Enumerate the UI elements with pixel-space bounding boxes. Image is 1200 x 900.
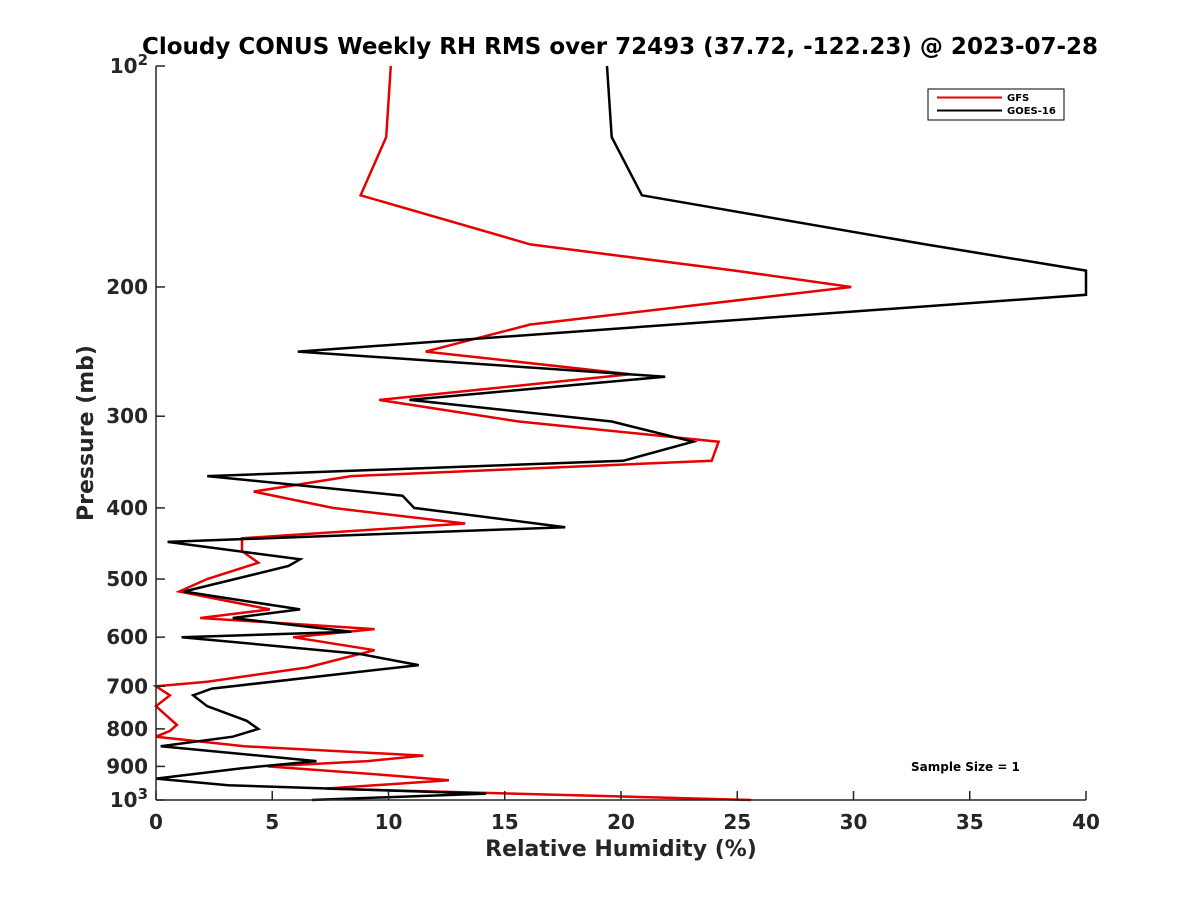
x-tick-label: 10	[375, 810, 403, 834]
series-line-gfs	[152, 65, 852, 802]
y-tick-label: 300	[106, 404, 148, 428]
series-line-goes16	[155, 65, 1088, 802]
x-tick-label: 5	[265, 810, 279, 834]
y-tick-label: 102	[110, 51, 148, 78]
legend-label-goes16: GOES-16	[1007, 106, 1056, 117]
legend-label-gfs: GFS	[1007, 93, 1029, 104]
x-tick-label: 30	[840, 810, 868, 834]
y-tick-label: 200	[106, 275, 148, 299]
x-ticks: 0 5 10 15 20 25 30 35 40	[149, 791, 1100, 834]
y-ticks: 102 200 300 400 500 600 700 800 900 103	[106, 51, 165, 812]
y-axis-label: Pressure (mb)	[74, 345, 99, 521]
x-tick-label: 20	[607, 810, 635, 834]
y-tick-label: 900	[106, 754, 148, 778]
x-tick-label: 25	[723, 810, 751, 834]
legend-box	[927, 88, 1065, 121]
y-tick-label: 800	[106, 717, 148, 741]
legend: GFS GOES-16	[927, 88, 1065, 121]
x-tick-label: 0	[149, 810, 163, 834]
y-tick-label: 500	[106, 567, 148, 591]
x-tick-label: 40	[1072, 810, 1100, 834]
sample-size-annotation: Sample Size = 1	[911, 760, 1020, 774]
chart-title: Cloudy CONUS Weekly RH RMS over 72493 (3…	[142, 34, 1098, 60]
x-tick-label: 15	[491, 810, 519, 834]
y-tick-label: 400	[106, 496, 148, 520]
series-layer	[152, 65, 1088, 802]
x-tick-label: 35	[956, 810, 984, 834]
x-axis-label: Relative Humidity (%)	[485, 837, 757, 862]
y-tick-label: 700	[106, 674, 148, 698]
y-tick-label: 600	[106, 625, 148, 649]
y-tick-label: 103	[110, 785, 148, 812]
